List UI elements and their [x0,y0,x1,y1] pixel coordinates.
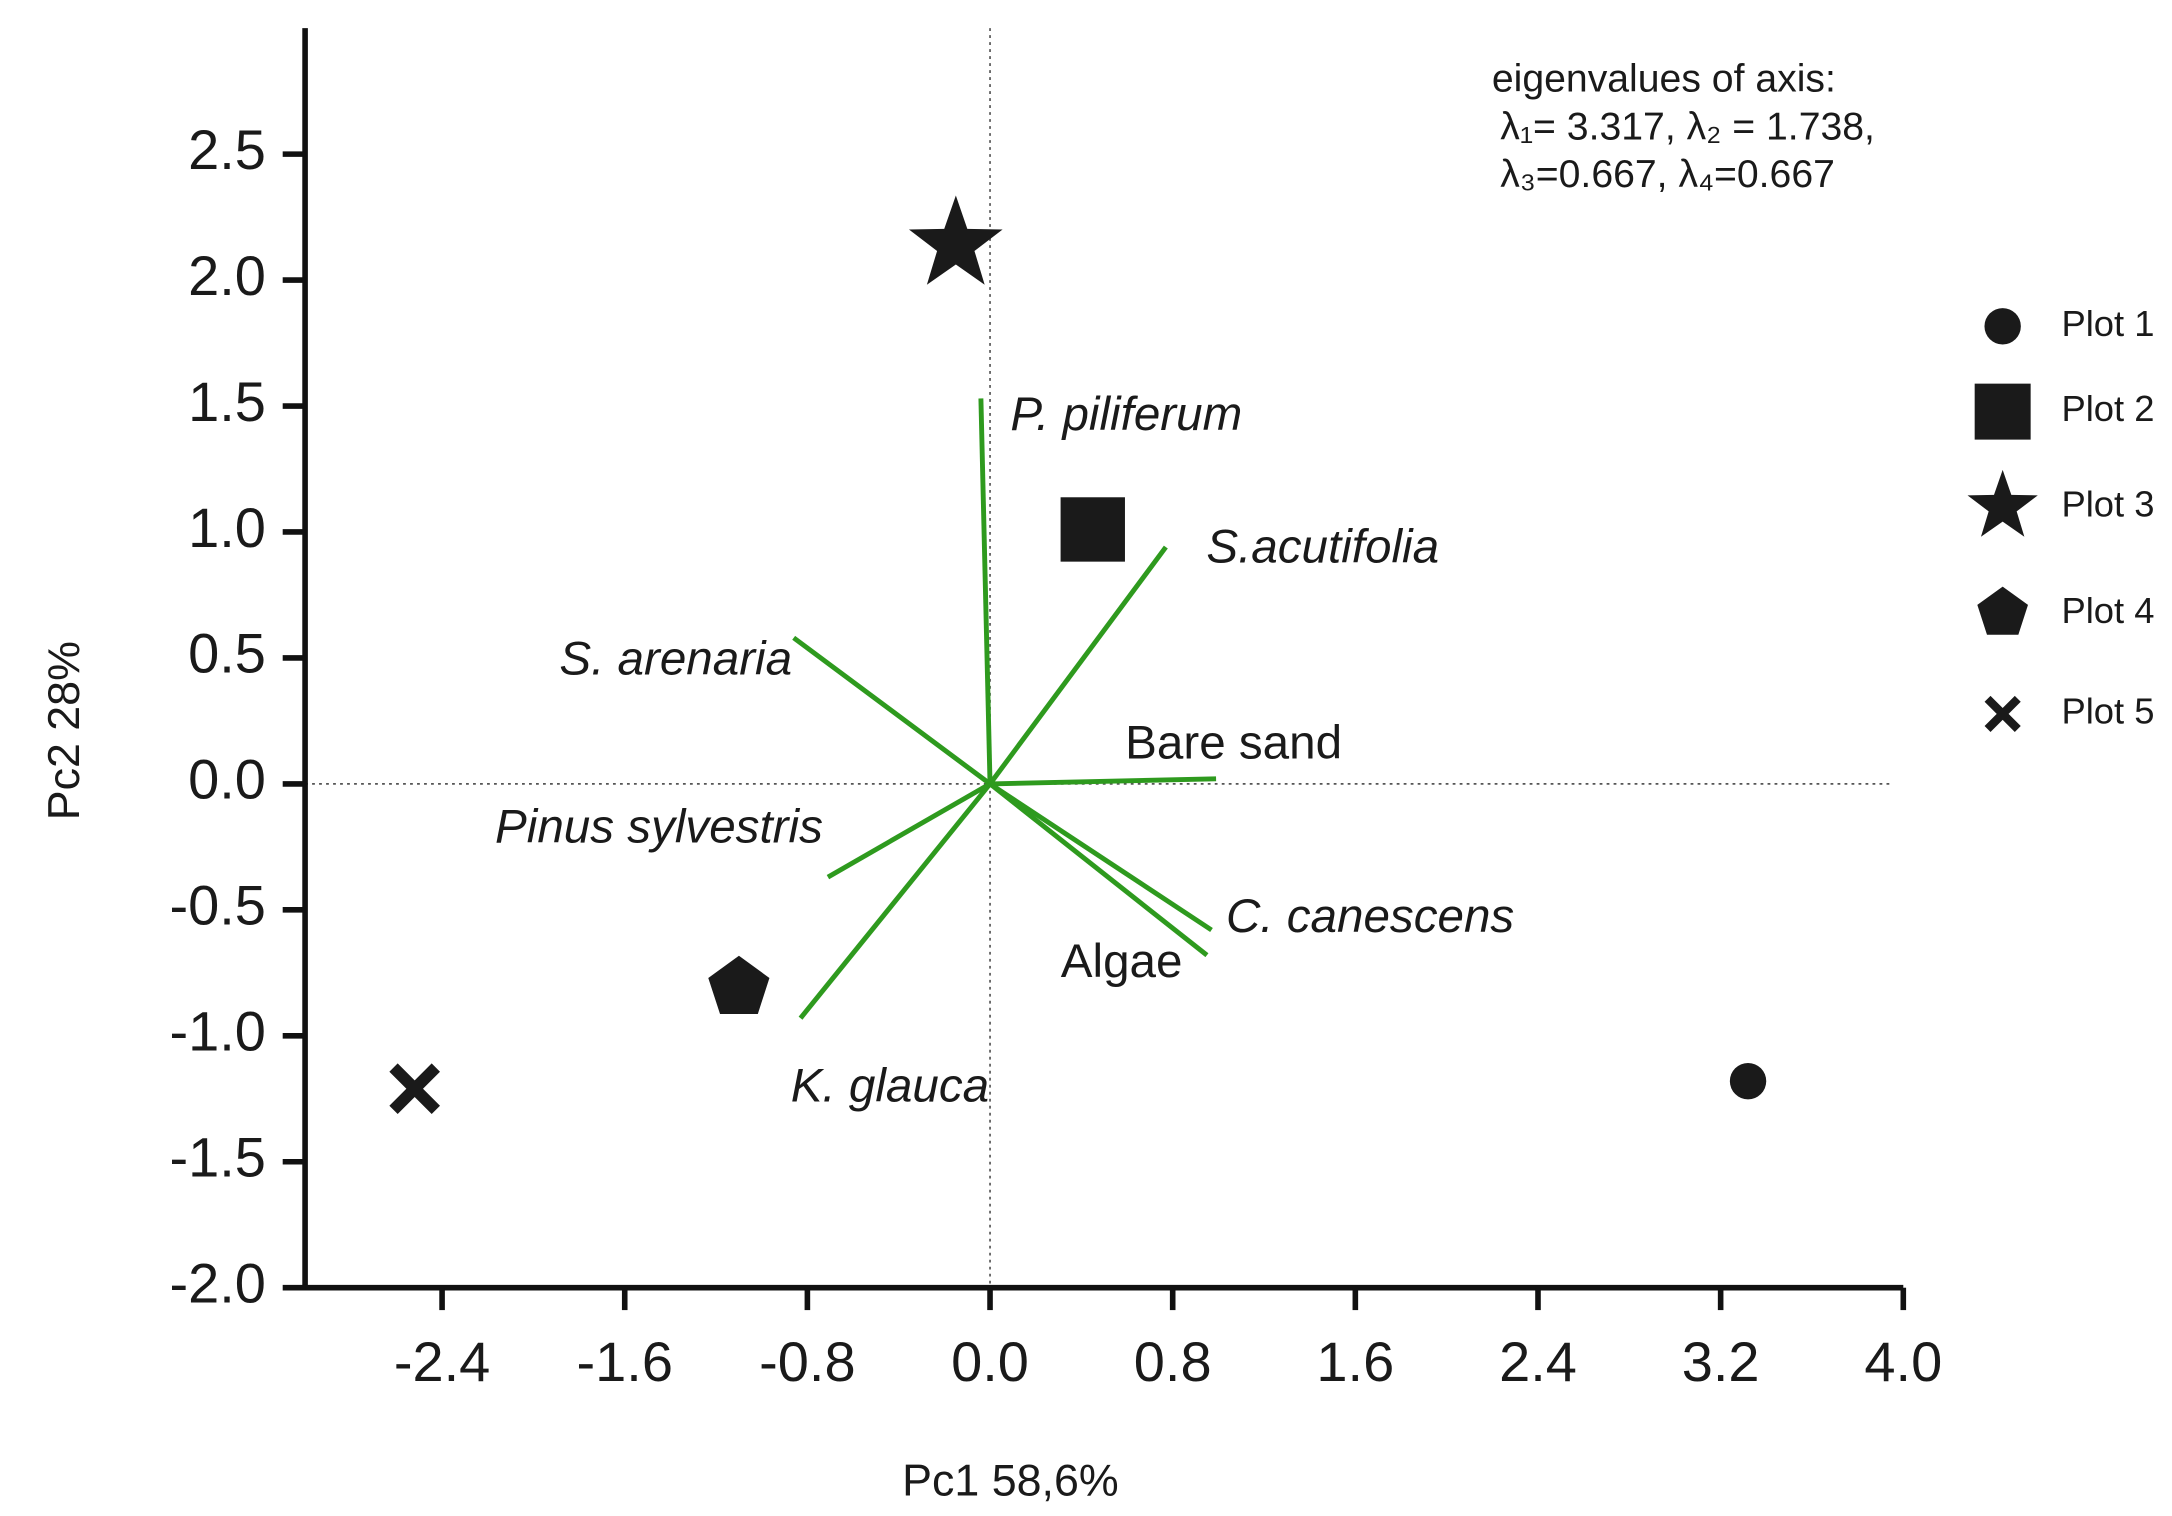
marker [389,1063,440,1115]
legend-marker [1984,308,2021,345]
y-tick-label: -1.0 [169,1000,265,1063]
y-tick-label: -2.0 [169,1251,265,1314]
marker [1729,1062,1767,1100]
legend-label: Plot 4 [2061,590,2154,631]
x-tick-label: 1.6 [1316,1330,1394,1393]
y-tick-label: 1.0 [188,496,266,559]
legend-label: Plot 2 [2061,388,2154,429]
x-tick-label: 0.8 [1134,1330,1212,1393]
annotation: λ₁= 3.317, λ₂ = 1.738, [1500,105,1875,148]
y-tick-label: 0.0 [188,748,266,811]
annotation: eigenvalues of axis: [1492,58,1836,101]
y-tick-label: 1.5 [188,370,266,433]
vector-label: Pinus sylvestris [495,801,823,854]
y-tick-label: 0.5 [188,622,266,685]
x-tick-label: 2.4 [1499,1330,1577,1393]
vector-label: P. piliferum [1010,388,1242,441]
y-tick-label: -1.5 [169,1126,265,1189]
vector-label: C. canescens [1226,890,1514,943]
vector-label: Bare sand [1125,717,1342,770]
y-tick-label: 2.5 [188,118,266,181]
loading-vector [792,635,992,786]
marker [1060,497,1125,562]
loading-vector [988,781,1209,958]
annotation: λ₃=0.667, λ₄=0.667 [1500,153,1835,196]
x-tick-label: -2.4 [394,1330,490,1393]
loading-vector [989,776,1217,787]
vector-label: K. glauca [791,1060,989,1113]
legend-label: Plot 5 [2061,691,2154,732]
legend-marker [1984,695,2021,732]
x-tick-label: 0.0 [951,1330,1029,1393]
loading-vector [826,781,992,880]
marker [708,955,770,1014]
vector-label: S.acutifolia [1206,521,1439,574]
marker [908,195,1003,285]
loading-vector [978,398,993,784]
y-axis-title: Pc2 28% [39,641,89,820]
loading-vector [798,782,992,1020]
legend-marker [1967,469,2038,537]
y-tick-label: -0.5 [169,874,265,937]
legend-label: Plot 3 [2061,483,2154,524]
x-tick-label: 3.2 [1682,1330,1760,1393]
legend-label: Plot 1 [2061,303,2154,344]
loading-vector [988,781,1213,933]
x-tick-label: 4.0 [1864,1330,1942,1393]
x-axis-title: Pc1 58,6% [902,1455,1119,1505]
legend-marker [1974,383,2031,440]
loading-vector [988,545,1168,786]
x-tick-label: -1.6 [577,1330,673,1393]
legend-marker [1977,586,2028,635]
y-tick-label: 2.0 [188,244,266,307]
x-tick-label: -0.8 [759,1330,855,1393]
vector-label: S. arenaria [559,633,792,686]
vector-label: Algae [1061,935,1183,988]
